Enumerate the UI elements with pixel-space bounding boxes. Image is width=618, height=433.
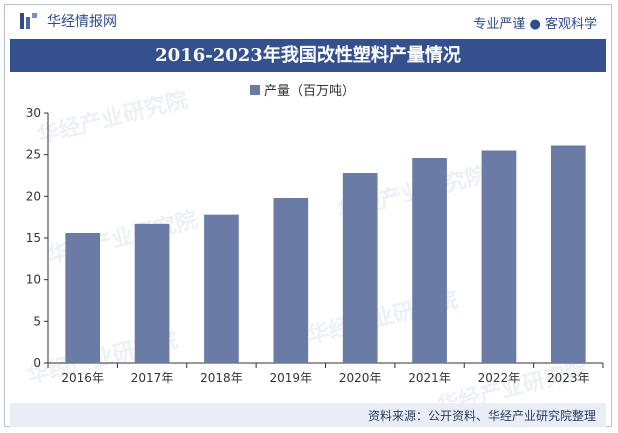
bar [134,223,170,363]
bar [481,150,517,363]
brand: 华经情报网 [19,11,117,31]
bar [65,233,101,363]
x-tick-label: 2021年 [408,371,451,385]
slogan: 专业严谨 ● 客观科学 [473,17,597,32]
x-tick-label: 2018年 [200,371,243,385]
x-tick-label: 2019年 [270,371,313,385]
brand-logo-icon [20,13,37,29]
source-note: 资料来源：公开资料、华经产业研究院整理 [367,409,596,423]
brand-name: 华经情报网 [47,14,117,30]
y-tick-label: 20 [26,189,41,203]
chart-title: 2016-2023年我国改性塑料产量情况 [10,39,606,72]
legend-label: 产量（百万吨） [264,84,355,99]
bar [342,173,378,363]
y-tick-label: 0 [33,356,41,370]
x-tick-label: 2022年 [478,371,521,385]
bar [550,145,586,363]
x-tick-label: 2017年 [131,371,174,385]
chart-frame: 华经情报网 专业严谨 ● 客观科学 2016-2023年我国改性塑料产量情况 华… [4,4,612,427]
y-tick-label: 15 [26,231,41,245]
x-tick-label: 2023年 [547,371,590,385]
legend-swatch [250,85,260,95]
y-tick-label: 25 [26,148,41,162]
bar [273,198,309,363]
x-tick-label: 2020年 [339,371,382,385]
bar [412,158,447,363]
footer-band: 资料来源：公开资料、华经产业研究院整理 [10,403,606,427]
x-tick-label: 2016年 [61,371,104,385]
y-tick-label: 30 [26,106,41,120]
bar-chart: 产量（百万吨） 0 5 10 15 20 25 30 2016年 2017年 2018年 2019年 2… [26,84,604,385]
y-tick-label: 10 [26,273,41,287]
top-bar: 华经情报网 专业严谨 ● 客观科学 [5,5,611,35]
y-tick-label: 5 [33,314,41,328]
bar [204,214,239,363]
